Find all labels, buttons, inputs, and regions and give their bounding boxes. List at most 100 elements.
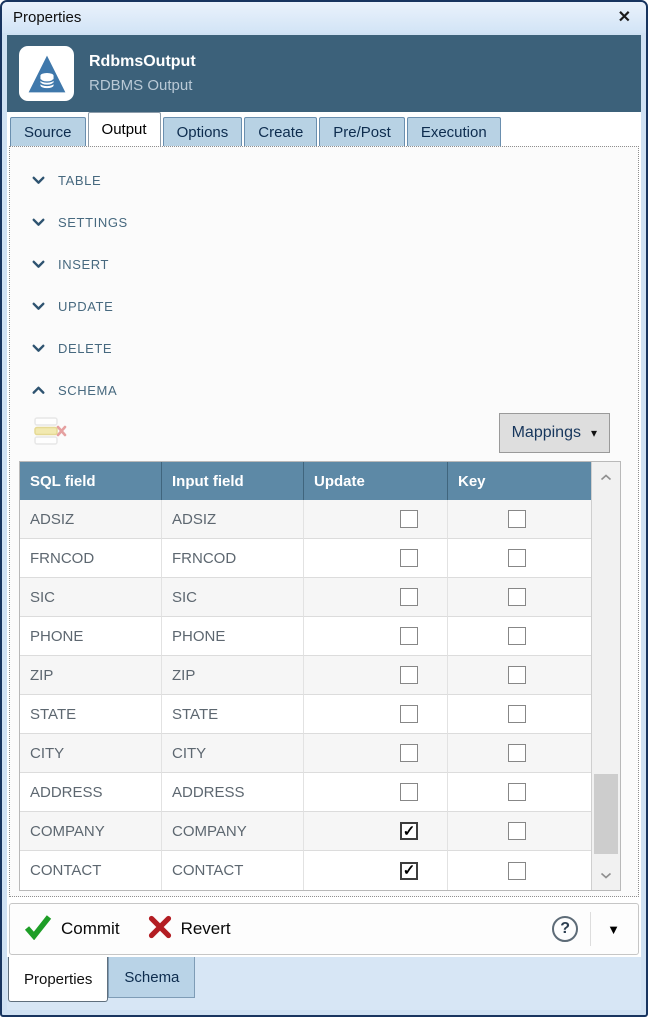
revert-x-icon: [148, 915, 172, 944]
table-row[interactable]: PHONE PHONE: [20, 617, 591, 656]
update-checkbox[interactable]: ✓: [400, 861, 418, 880]
help-button[interactable]: ?: [552, 916, 579, 942]
schema-toolbar: Mappings ▾: [10, 411, 638, 455]
section-schema[interactable]: SCHEMA: [10, 369, 638, 411]
chevron-down-icon: [32, 218, 45, 227]
table-row[interactable]: ADDRESS ADDRESS: [20, 773, 591, 812]
section-insert[interactable]: INSERT: [10, 243, 638, 285]
update-checkbox[interactable]: [400, 549, 418, 567]
scrollbar-thumb[interactable]: [594, 774, 618, 854]
update-cell: [304, 734, 448, 773]
dropdown-caret-icon: ▾: [590, 426, 597, 440]
key-cell: [448, 851, 591, 890]
mappings-dropdown-button[interactable]: Mappings ▾: [498, 413, 610, 453]
section-delete[interactable]: DELETE: [10, 327, 638, 369]
scroll-down-button[interactable]: [592, 860, 620, 890]
key-checkbox[interactable]: [508, 549, 526, 567]
table-row[interactable]: SIC SIC: [20, 578, 591, 617]
chevron-up-icon: [32, 386, 45, 395]
input-field-cell: PHONE: [162, 617, 304, 656]
close-icon: ✕: [617, 8, 631, 26]
table-row[interactable]: CITY CITY: [20, 734, 591, 773]
revert-button[interactable]: Revert: [148, 915, 231, 944]
sql-field-cell: COMPANY: [20, 812, 162, 851]
tab-output[interactable]: Output: [87, 112, 161, 146]
table-row[interactable]: ZIP ZIP: [20, 656, 591, 695]
close-button[interactable]: ✕: [615, 8, 634, 26]
key-checkbox[interactable]: [508, 510, 526, 528]
update-checkbox[interactable]: [400, 705, 418, 723]
caret-down-icon: ▼: [607, 921, 620, 937]
delete-mapping-button[interactable]: [32, 415, 68, 452]
footer-action-bar: Commit Revert ? ▼: [9, 903, 639, 955]
chevron-down-icon: [32, 176, 45, 185]
table-row[interactable]: ADSIZ ADSIZ: [20, 500, 591, 539]
section-table[interactable]: TABLE: [10, 159, 638, 201]
table-row[interactable]: CONTACT CONTACT ✓: [20, 851, 591, 890]
key-checkbox[interactable]: [508, 744, 526, 762]
chevron-down-icon: [32, 344, 45, 353]
input-field-cell: ADSIZ: [162, 500, 304, 539]
scroll-up-button[interactable]: [592, 462, 620, 492]
update-cell: [304, 578, 448, 617]
key-checkbox[interactable]: [508, 861, 526, 880]
vertical-scrollbar[interactable]: [591, 462, 620, 890]
input-field-cell: SIC: [162, 578, 304, 617]
update-cell: [304, 617, 448, 656]
key-cell: [448, 656, 591, 695]
update-checkbox[interactable]: [400, 627, 418, 645]
update-cell: [304, 695, 448, 734]
key-checkbox[interactable]: [508, 783, 526, 801]
update-checkbox[interactable]: [400, 588, 418, 606]
key-checkbox[interactable]: [508, 666, 526, 684]
bottom-tab-schema[interactable]: Schema: [108, 957, 196, 998]
sql-field-cell: ZIP: [20, 656, 162, 695]
table-body: ADSIZ ADSIZ FRNCOD FRNCOD SIC SIC PHONE PHONE ZI…: [20, 500, 620, 890]
key-cell: [448, 773, 591, 812]
client-area: RdbmsOutput RDBMS Output Source Output Opt…: [7, 35, 641, 1010]
tab-pre-post[interactable]: Pre/Post: [319, 117, 405, 146]
section-settings[interactable]: SETTINGS: [10, 201, 638, 243]
sql-field-cell: STATE: [20, 695, 162, 734]
table-row[interactable]: COMPANY COMPANY ✓: [20, 812, 591, 851]
tab-options[interactable]: Options: [162, 117, 243, 146]
tab-execution[interactable]: Execution: [406, 117, 501, 146]
update-checkbox[interactable]: ✓: [400, 822, 418, 840]
update-checkbox[interactable]: [400, 744, 418, 762]
key-cell: [448, 695, 591, 734]
key-checkbox[interactable]: [508, 627, 526, 645]
table-row[interactable]: FRNCOD FRNCOD: [20, 539, 591, 578]
sql-field-cell: PHONE: [20, 617, 162, 656]
update-cell: ✓: [304, 851, 448, 890]
input-field-cell: STATE: [162, 695, 304, 734]
delete-row-icon: [32, 415, 68, 452]
chevron-down-icon: [32, 260, 45, 269]
help-icon: ?: [560, 920, 571, 937]
commit-button[interactable]: Commit: [24, 914, 120, 945]
section-label: SETTINGS: [58, 214, 128, 230]
update-checkbox[interactable]: [400, 783, 418, 801]
key-checkbox[interactable]: [508, 822, 526, 840]
key-cell: [448, 539, 591, 578]
key-checkbox[interactable]: [508, 588, 526, 606]
node-name: RdbmsOutput: [89, 53, 196, 70]
input-field-cell: FRNCOD: [162, 539, 304, 578]
section-update[interactable]: UPDATE: [10, 285, 638, 327]
window-titlebar: Properties ✕: [2, 2, 646, 33]
update-checkbox[interactable]: [400, 666, 418, 684]
bottom-tab-properties[interactable]: Properties: [8, 957, 109, 1002]
tab-create[interactable]: Create: [244, 117, 318, 146]
key-checkbox[interactable]: [508, 705, 526, 723]
key-cell: [448, 734, 591, 773]
update-cell: [304, 500, 448, 539]
commit-label: Commit: [61, 919, 120, 938]
tab-source[interactable]: Source: [10, 117, 86, 146]
table-row[interactable]: STATE STATE: [20, 695, 591, 734]
node-header: RdbmsOutput RDBMS Output: [7, 35, 641, 112]
update-checkbox[interactable]: [400, 510, 418, 528]
key-cell: [448, 617, 591, 656]
sql-field-cell: CITY: [20, 734, 162, 773]
footer-separator: [590, 912, 592, 946]
input-field-cell: CITY: [162, 734, 304, 773]
more-actions-button[interactable]: ▼: [603, 918, 624, 941]
